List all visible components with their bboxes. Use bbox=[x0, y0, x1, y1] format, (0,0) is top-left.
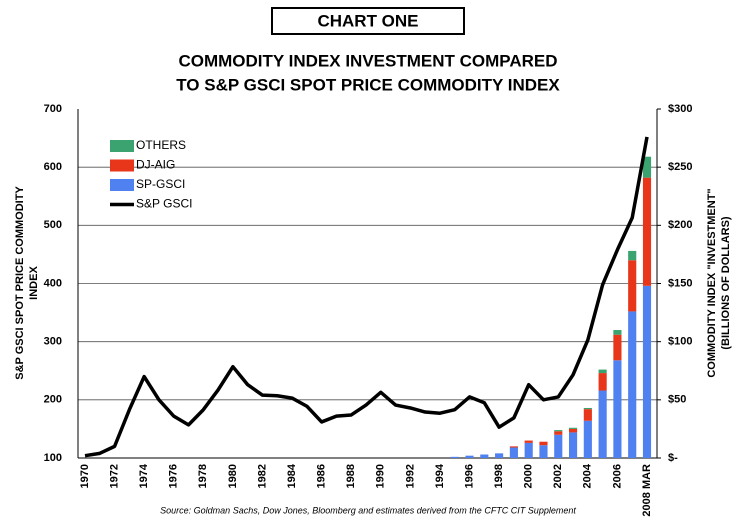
legend-label: DJ-AIG bbox=[136, 158, 175, 172]
bar-segment bbox=[583, 420, 592, 458]
legend-swatch bbox=[110, 159, 134, 172]
bar-segment bbox=[628, 260, 637, 312]
bar-segment bbox=[568, 428, 578, 433]
bar-segment bbox=[480, 454, 489, 458]
x-tick-label: 1974 bbox=[138, 463, 150, 488]
bar-segment bbox=[628, 250, 637, 261]
legend-label: OTHERS bbox=[136, 138, 186, 152]
bar-segment bbox=[568, 432, 578, 458]
y-tick-label: 200 bbox=[44, 394, 62, 406]
legend-label: SP-GSCI bbox=[136, 177, 185, 191]
y-tick-label: 100 bbox=[44, 452, 62, 464]
x-tick-label: 1972 bbox=[108, 464, 120, 488]
bar-segment bbox=[583, 407, 592, 410]
bar-segment bbox=[495, 453, 504, 458]
bar-segment bbox=[598, 373, 607, 391]
chart-title: TO S&P GSCI SPOT PRICE COMMODITY INDEX bbox=[176, 75, 560, 94]
bar-segment bbox=[598, 369, 607, 374]
bar-segment bbox=[465, 455, 474, 458]
legend-label: S&P GSCI bbox=[136, 197, 192, 211]
x-tick-label: 1998 bbox=[493, 464, 505, 488]
bar-segment bbox=[613, 334, 622, 361]
y2-tick-label: $200 bbox=[668, 219, 692, 231]
bar-segment bbox=[613, 360, 622, 458]
bar-segment bbox=[554, 430, 563, 432]
y-tick-label: 300 bbox=[44, 336, 62, 348]
bar-segment bbox=[568, 427, 578, 429]
x-tick-label: 1980 bbox=[227, 464, 239, 488]
y2-tick-label: $100 bbox=[668, 336, 692, 348]
bar-segment bbox=[509, 446, 518, 448]
y-tick-label: 400 bbox=[44, 277, 62, 289]
x-tick-label: 1996 bbox=[463, 464, 475, 488]
bar-segment bbox=[642, 156, 652, 178]
chart-title: COMMODITY INDEX INVESTMENT COMPARED bbox=[178, 51, 557, 70]
line bbox=[84, 136, 649, 458]
bar-segment bbox=[524, 442, 533, 458]
source-note: Source: Goldman Sachs, Dow Jones, Bloomb… bbox=[160, 505, 576, 515]
x-tick-label: 2008 MAR bbox=[641, 464, 653, 517]
x-tick-label: 1984 bbox=[286, 463, 298, 488]
x-tick-label: 1978 bbox=[197, 464, 209, 488]
badge-box bbox=[271, 7, 465, 35]
y2-tick-label: $- bbox=[668, 452, 678, 464]
bar-segment bbox=[628, 311, 637, 458]
y2-tick-label: $50 bbox=[668, 394, 686, 406]
y2-tick-label: $150 bbox=[668, 277, 692, 289]
x-tick-label: 1970 bbox=[79, 464, 91, 488]
bar-segment bbox=[509, 447, 518, 458]
bar-segment bbox=[539, 445, 548, 458]
y-tick-label: 600 bbox=[44, 161, 62, 173]
x-tick-label: 1976 bbox=[168, 464, 180, 488]
bar-segment bbox=[583, 409, 592, 421]
x-tick-label: 2002 bbox=[552, 464, 564, 488]
bar-segment bbox=[554, 431, 563, 435]
bar-segment bbox=[598, 390, 607, 458]
y-tick-label: 500 bbox=[44, 219, 62, 231]
y2-tick-label: $250 bbox=[668, 161, 692, 173]
y2-tick-label: $300 bbox=[668, 103, 692, 115]
x-tick-label: 2004 bbox=[582, 463, 594, 488]
x-tick-label: 1986 bbox=[316, 464, 328, 488]
bar-segment bbox=[539, 441, 548, 446]
bar-segment bbox=[554, 434, 563, 458]
bar-segment bbox=[642, 177, 652, 286]
bar-segment bbox=[613, 330, 622, 335]
bar-segment bbox=[524, 440, 533, 443]
bar-segment bbox=[450, 456, 459, 458]
x-tick-label: 1982 bbox=[256, 464, 268, 488]
legend-swatch bbox=[110, 179, 134, 191]
y-axis-title: S&P GSCI SPOT PRICE COMMODITY bbox=[14, 186, 26, 380]
legend-swatch bbox=[110, 140, 134, 152]
y2-axis-title: (BILLIONS OF DOLLARS) bbox=[720, 216, 732, 350]
y2-axis-title: COMMODITY INDEX "INVESTMENT" bbox=[706, 188, 718, 377]
badge: CHART ONE bbox=[317, 11, 418, 30]
x-tick-label: 1990 bbox=[375, 464, 387, 488]
bar-segment bbox=[642, 285, 652, 458]
x-tick-label: 1988 bbox=[345, 464, 357, 488]
x-tick-label: 1994 bbox=[434, 463, 446, 488]
y-tick-label: 700 bbox=[44, 103, 62, 115]
x-tick-label: 2006 bbox=[611, 464, 623, 488]
x-tick-label: 2000 bbox=[523, 464, 535, 488]
x-tick-label: 1992 bbox=[404, 464, 416, 488]
y-axis-title: INDEX bbox=[28, 266, 40, 300]
